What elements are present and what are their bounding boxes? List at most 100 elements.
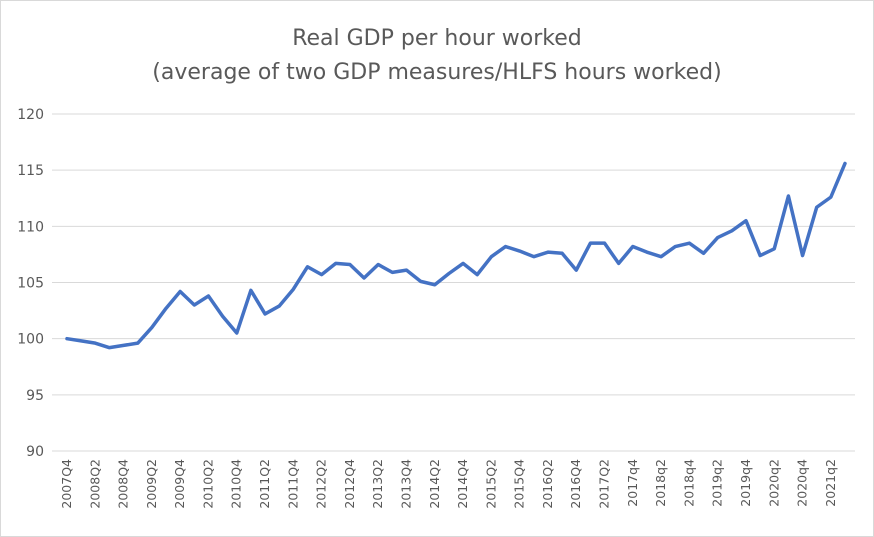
data-point: [829, 195, 833, 199]
y-tick-label: 110: [17, 219, 44, 235]
data-point: [235, 331, 239, 335]
data-point: [461, 261, 465, 265]
data-point: [390, 270, 394, 274]
x-tick-label: 2019q4: [738, 459, 753, 507]
data-point: [122, 343, 126, 347]
data-point: [504, 245, 508, 249]
x-tick-label: 2009Q4: [172, 459, 187, 509]
x-tick-label: 2016Q2: [540, 459, 555, 509]
data-point: [489, 255, 493, 259]
data-point: [221, 314, 225, 318]
x-tick-label: 2014Q2: [427, 459, 442, 509]
data-point: [815, 205, 819, 209]
chart-subtitle: (average of two GDP measures/HLFS hours …: [152, 60, 722, 85]
data-point: [758, 254, 762, 258]
x-tick-label: 2017Q2: [597, 459, 612, 509]
y-tick-label: 115: [17, 163, 44, 179]
data-point: [475, 273, 479, 277]
chart-title-block: Real GDP per hour worked (average of two…: [0, 22, 874, 90]
y-tick-label: 95: [26, 388, 44, 404]
data-point: [362, 276, 366, 280]
data-point: [801, 254, 805, 258]
x-tick-label: 2012Q4: [342, 459, 357, 509]
x-tick-label: 2016Q4: [568, 459, 583, 509]
data-point: [334, 261, 338, 265]
data-point: [65, 337, 69, 341]
data-point: [107, 346, 111, 350]
data-point: [617, 261, 621, 265]
x-tick-label: 2007Q4: [59, 459, 74, 509]
data-point: [659, 255, 663, 259]
data-point: [136, 341, 140, 345]
data-point: [277, 304, 281, 308]
data-point: [433, 283, 437, 287]
x-tick-label: 2010Q4: [229, 459, 244, 509]
x-tick-label: 2009Q2: [144, 459, 159, 509]
y-tick-label: 120: [17, 107, 44, 123]
x-tick-label: 2020q2: [766, 459, 781, 507]
x-tick-label: 2015Q2: [483, 459, 498, 509]
x-tick-label: 2013Q2: [370, 459, 385, 509]
x-tick-label: 2017q4: [625, 459, 640, 507]
data-point: [843, 161, 847, 165]
y-tick-label: 100: [17, 332, 44, 348]
data-point: [404, 268, 408, 272]
data-point: [178, 289, 182, 293]
data-point: [730, 229, 734, 233]
x-tick-label: 2013Q4: [398, 459, 413, 509]
y-axis-tick-labels: 90 95 100 105 110 115 120: [17, 107, 44, 460]
series-layer: [65, 161, 847, 350]
data-point: [518, 249, 522, 253]
x-tick-label: 2008Q2: [87, 459, 102, 509]
data-point: [263, 312, 267, 316]
x-tick-label: 2018q2: [653, 459, 668, 507]
x-tick-label: 2011Q4: [285, 459, 300, 509]
data-point: [192, 303, 196, 307]
x-tick-label: 2021q2: [823, 459, 838, 507]
data-point: [320, 273, 324, 277]
y-tick-label: 105: [17, 276, 44, 292]
gridlines: [52, 113, 855, 452]
data-point: [631, 245, 635, 249]
data-point: [376, 263, 380, 267]
data-point: [786, 194, 790, 198]
data-point: [574, 268, 578, 272]
data-point: [79, 339, 83, 343]
data-point: [744, 219, 748, 223]
data-point: [673, 245, 677, 249]
x-tick-label: 2020q4: [795, 459, 810, 507]
data-point: [150, 325, 154, 329]
data-point: [588, 241, 592, 245]
data-point: [93, 341, 97, 345]
data-point: [532, 255, 536, 259]
data-point: [348, 263, 352, 267]
data-point: [206, 294, 210, 298]
data-point: [164, 306, 168, 310]
x-axis-tick-labels: 2007Q4 2008Q2 2008Q4 2009Q2 2009Q4 2010Q2 2010…: [59, 459, 838, 509]
data-point: [305, 265, 309, 269]
data-point: [447, 272, 451, 276]
data-point: [291, 287, 295, 291]
data-point: [702, 251, 706, 255]
x-tick-label: 2015Q4: [512, 459, 527, 509]
data-point: [546, 250, 550, 254]
chart-title: Real GDP per hour worked: [292, 26, 582, 51]
data-point: [603, 241, 607, 245]
series-line: [65, 161, 847, 350]
x-tick-label: 2010Q2: [200, 459, 215, 509]
data-point: [419, 279, 423, 283]
data-point: [249, 288, 253, 292]
x-tick-label: 2011Q2: [257, 459, 272, 509]
data-point: [772, 247, 776, 251]
data-point: [645, 250, 649, 254]
data-point: [687, 241, 691, 245]
y-tick-label: 90: [26, 444, 44, 460]
x-tick-label: 2012Q2: [314, 459, 329, 509]
x-tick-label: 2019q2: [710, 459, 725, 507]
data-point: [560, 251, 564, 255]
x-tick-label: 2018q4: [681, 459, 696, 507]
x-tick-label: 2014Q4: [455, 459, 470, 509]
x-tick-label: 2008Q4: [116, 459, 131, 509]
